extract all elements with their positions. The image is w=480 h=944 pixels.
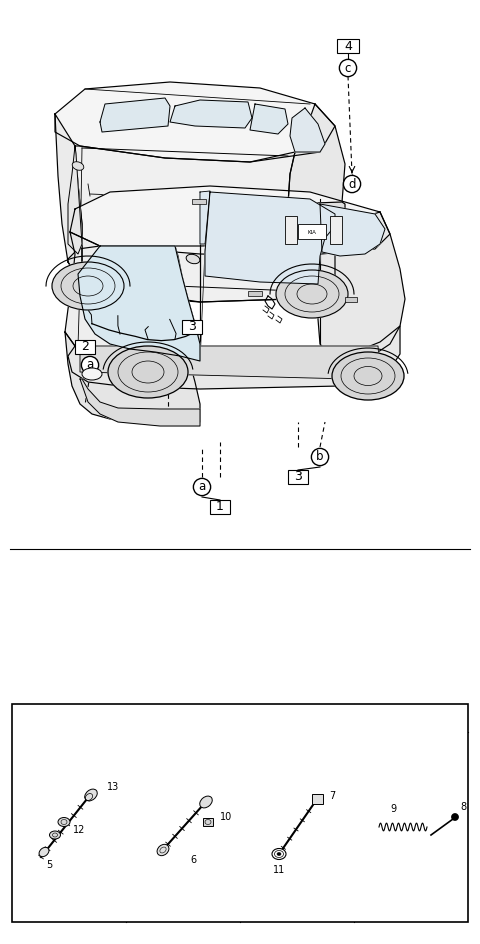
Ellipse shape (157, 844, 169, 855)
Text: a: a (22, 712, 30, 724)
Bar (345, 297, 357, 302)
Text: a: a (198, 480, 205, 494)
Text: 8: 8 (460, 802, 466, 812)
Ellipse shape (277, 852, 281, 855)
Text: c: c (251, 712, 257, 724)
Polygon shape (68, 326, 400, 389)
Text: d: d (364, 712, 372, 724)
Text: 12: 12 (73, 825, 85, 835)
Bar (337, 39, 359, 53)
Polygon shape (55, 114, 82, 284)
Polygon shape (80, 346, 380, 379)
Polygon shape (65, 232, 200, 361)
Polygon shape (75, 146, 295, 302)
Ellipse shape (82, 368, 102, 380)
Ellipse shape (108, 346, 188, 398)
Text: 1: 1 (216, 500, 224, 514)
Ellipse shape (49, 831, 60, 839)
Polygon shape (80, 379, 200, 426)
Polygon shape (100, 98, 170, 132)
Text: d: d (348, 177, 356, 191)
Polygon shape (250, 104, 288, 134)
Polygon shape (318, 212, 405, 359)
Polygon shape (170, 100, 252, 128)
Text: a: a (86, 359, 94, 372)
Bar (298, 224, 326, 239)
Text: 11: 11 (273, 865, 285, 875)
Text: 10: 10 (220, 812, 232, 822)
Polygon shape (320, 204, 385, 256)
Bar (330, 216, 342, 244)
Text: 9: 9 (390, 804, 396, 814)
Bar (285, 216, 297, 244)
Polygon shape (78, 246, 200, 361)
Bar (12, 704, 468, 922)
Bar (288, 470, 308, 484)
Polygon shape (65, 332, 200, 422)
Bar (210, 500, 230, 514)
Text: b: b (316, 450, 324, 464)
Ellipse shape (272, 849, 286, 859)
Ellipse shape (332, 352, 404, 400)
Circle shape (452, 814, 458, 820)
Text: 7: 7 (329, 791, 335, 801)
Text: b: b (164, 341, 172, 353)
Bar (75, 340, 95, 354)
Ellipse shape (39, 848, 49, 856)
Text: 13: 13 (107, 782, 119, 792)
Polygon shape (70, 186, 390, 256)
Text: 3: 3 (188, 321, 196, 333)
Polygon shape (68, 146, 82, 254)
Ellipse shape (72, 161, 84, 170)
Polygon shape (290, 108, 325, 152)
Text: c: c (345, 61, 351, 75)
Polygon shape (200, 191, 210, 244)
Ellipse shape (186, 254, 200, 263)
Text: 6: 6 (190, 855, 196, 865)
Bar (192, 199, 206, 204)
Bar (182, 320, 202, 334)
Polygon shape (55, 82, 335, 162)
Ellipse shape (58, 818, 70, 827)
Ellipse shape (200, 796, 212, 808)
Polygon shape (288, 202, 345, 246)
Text: KIA: KIA (308, 229, 316, 234)
Text: b: b (136, 712, 144, 724)
Ellipse shape (52, 262, 124, 310)
Polygon shape (68, 242, 335, 302)
Polygon shape (205, 192, 335, 284)
Ellipse shape (276, 270, 348, 318)
Bar (203, 818, 213, 826)
Bar (248, 291, 262, 296)
Ellipse shape (275, 851, 284, 857)
Ellipse shape (85, 789, 97, 801)
Text: 3: 3 (294, 470, 302, 483)
Polygon shape (288, 104, 345, 246)
Text: 5: 5 (46, 860, 52, 870)
Bar (312, 794, 323, 804)
Text: 4: 4 (344, 40, 352, 53)
Text: 2: 2 (81, 341, 89, 353)
